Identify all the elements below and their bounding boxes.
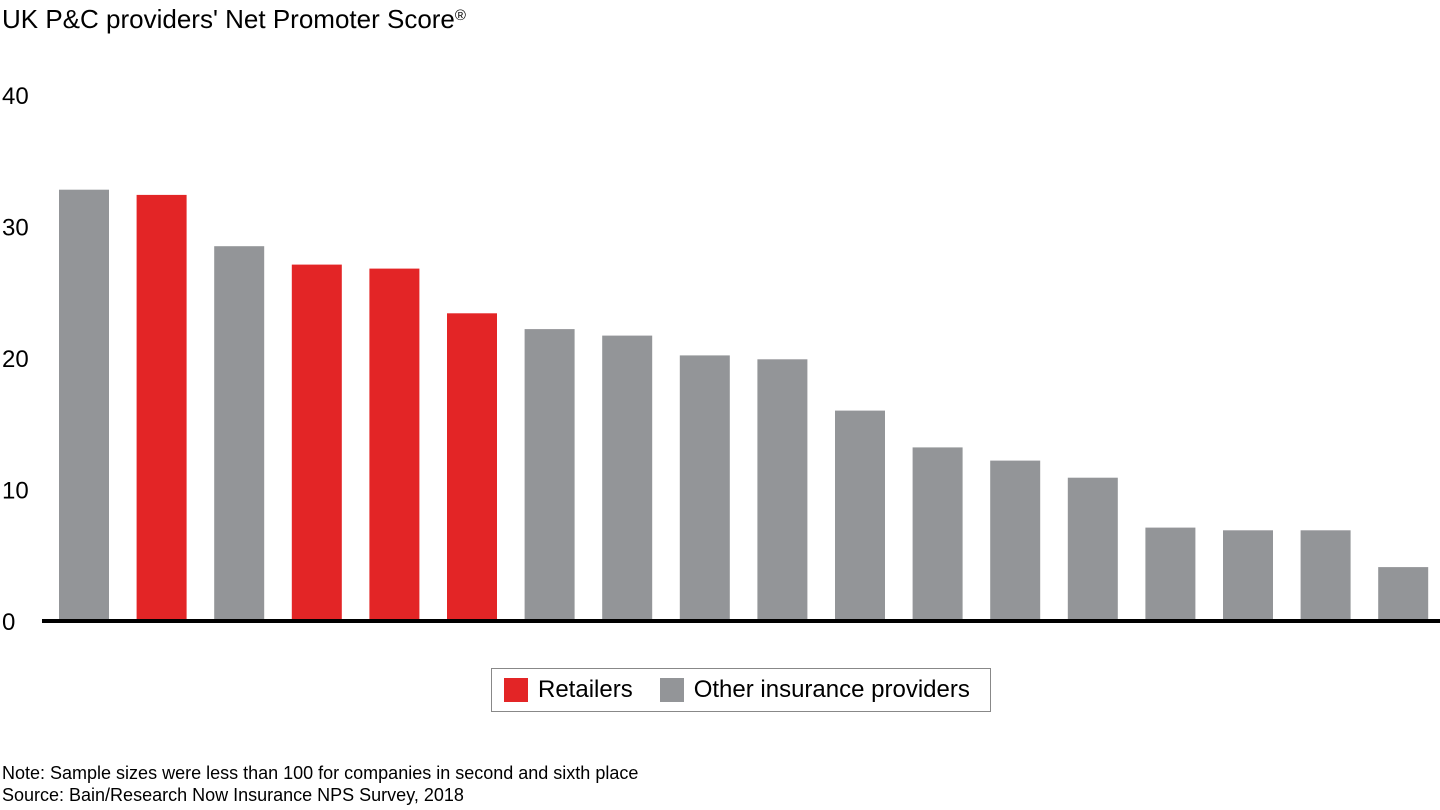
y-tick-label: 10 — [2, 478, 29, 505]
bar-13 — [990, 460, 1041, 621]
bar-15 — [1145, 527, 1196, 621]
bar-18 — [1378, 567, 1429, 621]
note-text: Note: Sample sizes were less than 100 fo… — [2, 763, 639, 783]
bar-9 — [679, 355, 730, 621]
chart-title-text: UK P&C providers' Net Promoter Score — [2, 4, 455, 34]
legend-swatch-retailers — [504, 678, 528, 702]
chart-legend: Retailers Other insurance providers — [491, 668, 991, 712]
y-axis-ticks: 0 10 20 30 40 — [2, 83, 29, 636]
bar-1 — [59, 189, 109, 621]
bars — [59, 189, 1429, 621]
bar-10 — [757, 359, 808, 621]
legend-item-retailers: Retailers — [504, 676, 633, 704]
bar-8 — [602, 335, 653, 621]
bar-3 — [214, 246, 265, 621]
bar-16 — [1223, 530, 1273, 621]
bar-4 — [291, 264, 342, 621]
y-tick-label: 40 — [2, 83, 29, 110]
bar-11 — [835, 410, 885, 621]
legend-label-other-providers: Other insurance providers — [693, 676, 970, 703]
y-tick-label: 20 — [2, 346, 29, 373]
bar-6 — [447, 313, 497, 621]
chart-title: UK P&C providers' Net Promoter Score® — [2, 4, 466, 34]
bar-chart: 0 10 20 30 40 — [2, 83, 1440, 636]
bar-12 — [912, 447, 963, 621]
legend-item-other-providers: Other insurance providers — [659, 676, 970, 704]
source-text: Source: Bain/Research Now Insurance NPS … — [2, 785, 464, 805]
chart-notes: Note: Sample sizes were less than 100 fo… — [2, 762, 638, 806]
bar-2 — [136, 194, 187, 621]
bar-17 — [1300, 530, 1351, 621]
y-tick-label: 0 — [2, 609, 15, 636]
bar-5 — [369, 268, 420, 621]
registered-mark: ® — [454, 7, 466, 24]
y-tick-label: 30 — [2, 215, 29, 242]
bar-7 — [524, 329, 575, 621]
legend-swatch-other-providers — [659, 678, 684, 702]
bar-14 — [1067, 477, 1118, 621]
legend-label-retailers: Retailers — [538, 676, 633, 703]
